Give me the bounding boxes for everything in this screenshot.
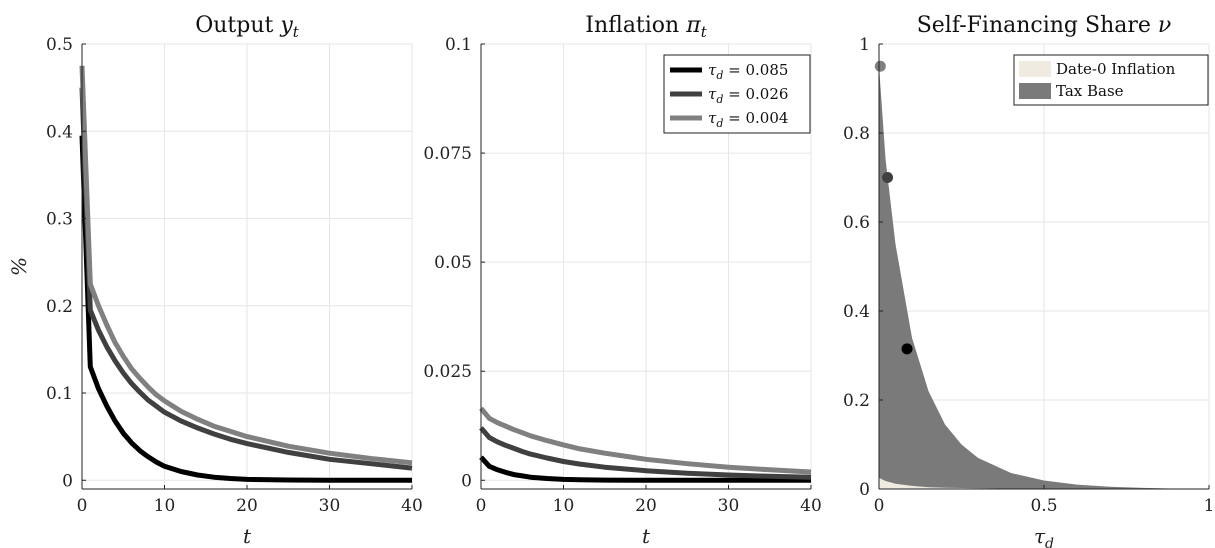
x-tick-label: 20	[236, 496, 258, 516]
marker-point-1	[874, 60, 886, 72]
y-tick-label: 0.4	[46, 122, 73, 142]
y-tick-label: 0.1	[445, 35, 472, 55]
y-tick-label: 0.4	[843, 302, 870, 322]
x-tick-label: 10	[154, 496, 176, 516]
y-tick-label: 0	[859, 480, 870, 500]
panel-3: 0 0.5 1 0 0.2 0.4 0.6 0.8 1 Date-0 Inflation Tax B…	[843, 13, 1214, 548]
legend-label-1: Date-0 Inflation	[1056, 60, 1176, 78]
area-tax-base	[879, 66, 1209, 490]
y-tick-label: 0.075	[423, 144, 472, 164]
x-axis-label: t	[642, 524, 651, 548]
legend-swatch-1	[1019, 61, 1051, 77]
y-tick-label: 0.05	[434, 253, 472, 273]
y-tick-label: 0.3	[46, 210, 73, 230]
series-line-3	[79, 65, 413, 466]
y-axis-label: %	[7, 257, 31, 276]
x-tick-label: 0	[476, 496, 487, 516]
series-line-3	[479, 406, 812, 475]
chart-title: Self-Financing Share ν	[917, 13, 1172, 38]
x-tick-label: 30	[319, 496, 341, 516]
chart-title: Inflation πt	[585, 13, 707, 41]
y-tick-label: 0.5	[46, 35, 73, 55]
x-tick-label: 0.5	[1030, 496, 1057, 516]
legend-label-2: τd = 0.026	[708, 85, 788, 106]
legend-swatch-2	[1019, 83, 1051, 99]
x-tick-label: 30	[718, 496, 740, 516]
marker-point-2	[882, 172, 894, 183]
y-tick-label: 0.8	[843, 124, 870, 144]
y-tick-label: 0.2	[843, 391, 870, 411]
series-line-1	[479, 455, 811, 483]
x-tick-label: 40	[401, 496, 423, 516]
y-tick-label: 0.025	[423, 362, 472, 382]
legend-label-1: τd = 0.085	[708, 61, 788, 82]
x-tick-label: 10	[553, 496, 575, 516]
series-line-2	[79, 87, 413, 471]
x-axis-label: t	[243, 524, 252, 548]
x-axis-label: τd	[1034, 524, 1054, 548]
chart-title: Output yt	[195, 13, 300, 41]
y-tick-label: 0.2	[46, 297, 73, 317]
y-tick-label: 0.6	[843, 213, 870, 233]
x-tick-label: 0	[874, 496, 885, 516]
panel-1: 0 10 20 30 40 0 0.1 0.2 0.3 0.4 0.5 Output yt t%	[7, 13, 423, 548]
y-tick-label: 1	[859, 35, 870, 55]
legend-label-3: τd = 0.004	[708, 109, 788, 130]
x-tick-label: 40	[800, 496, 822, 516]
series-line-2	[479, 426, 812, 480]
marker-point-3	[901, 343, 913, 355]
legend: τd = 0.085 τd = 0.026 τd = 0.004	[663, 54, 811, 134]
x-tick-label: 20	[635, 496, 657, 516]
legend-label-2: Tax Base	[1056, 82, 1124, 100]
area-date0-inflation	[879, 477, 1209, 489]
x-tick-label: 1	[1204, 496, 1215, 516]
series-line-1	[79, 135, 412, 483]
x-tick-label: 0	[77, 496, 88, 516]
y-tick-label: 0	[62, 471, 73, 491]
y-tick-label: 0	[461, 471, 472, 491]
y-tick-label: 0.1	[46, 384, 73, 404]
legend: Date-0 Inflation Tax Base	[1013, 54, 1209, 106]
